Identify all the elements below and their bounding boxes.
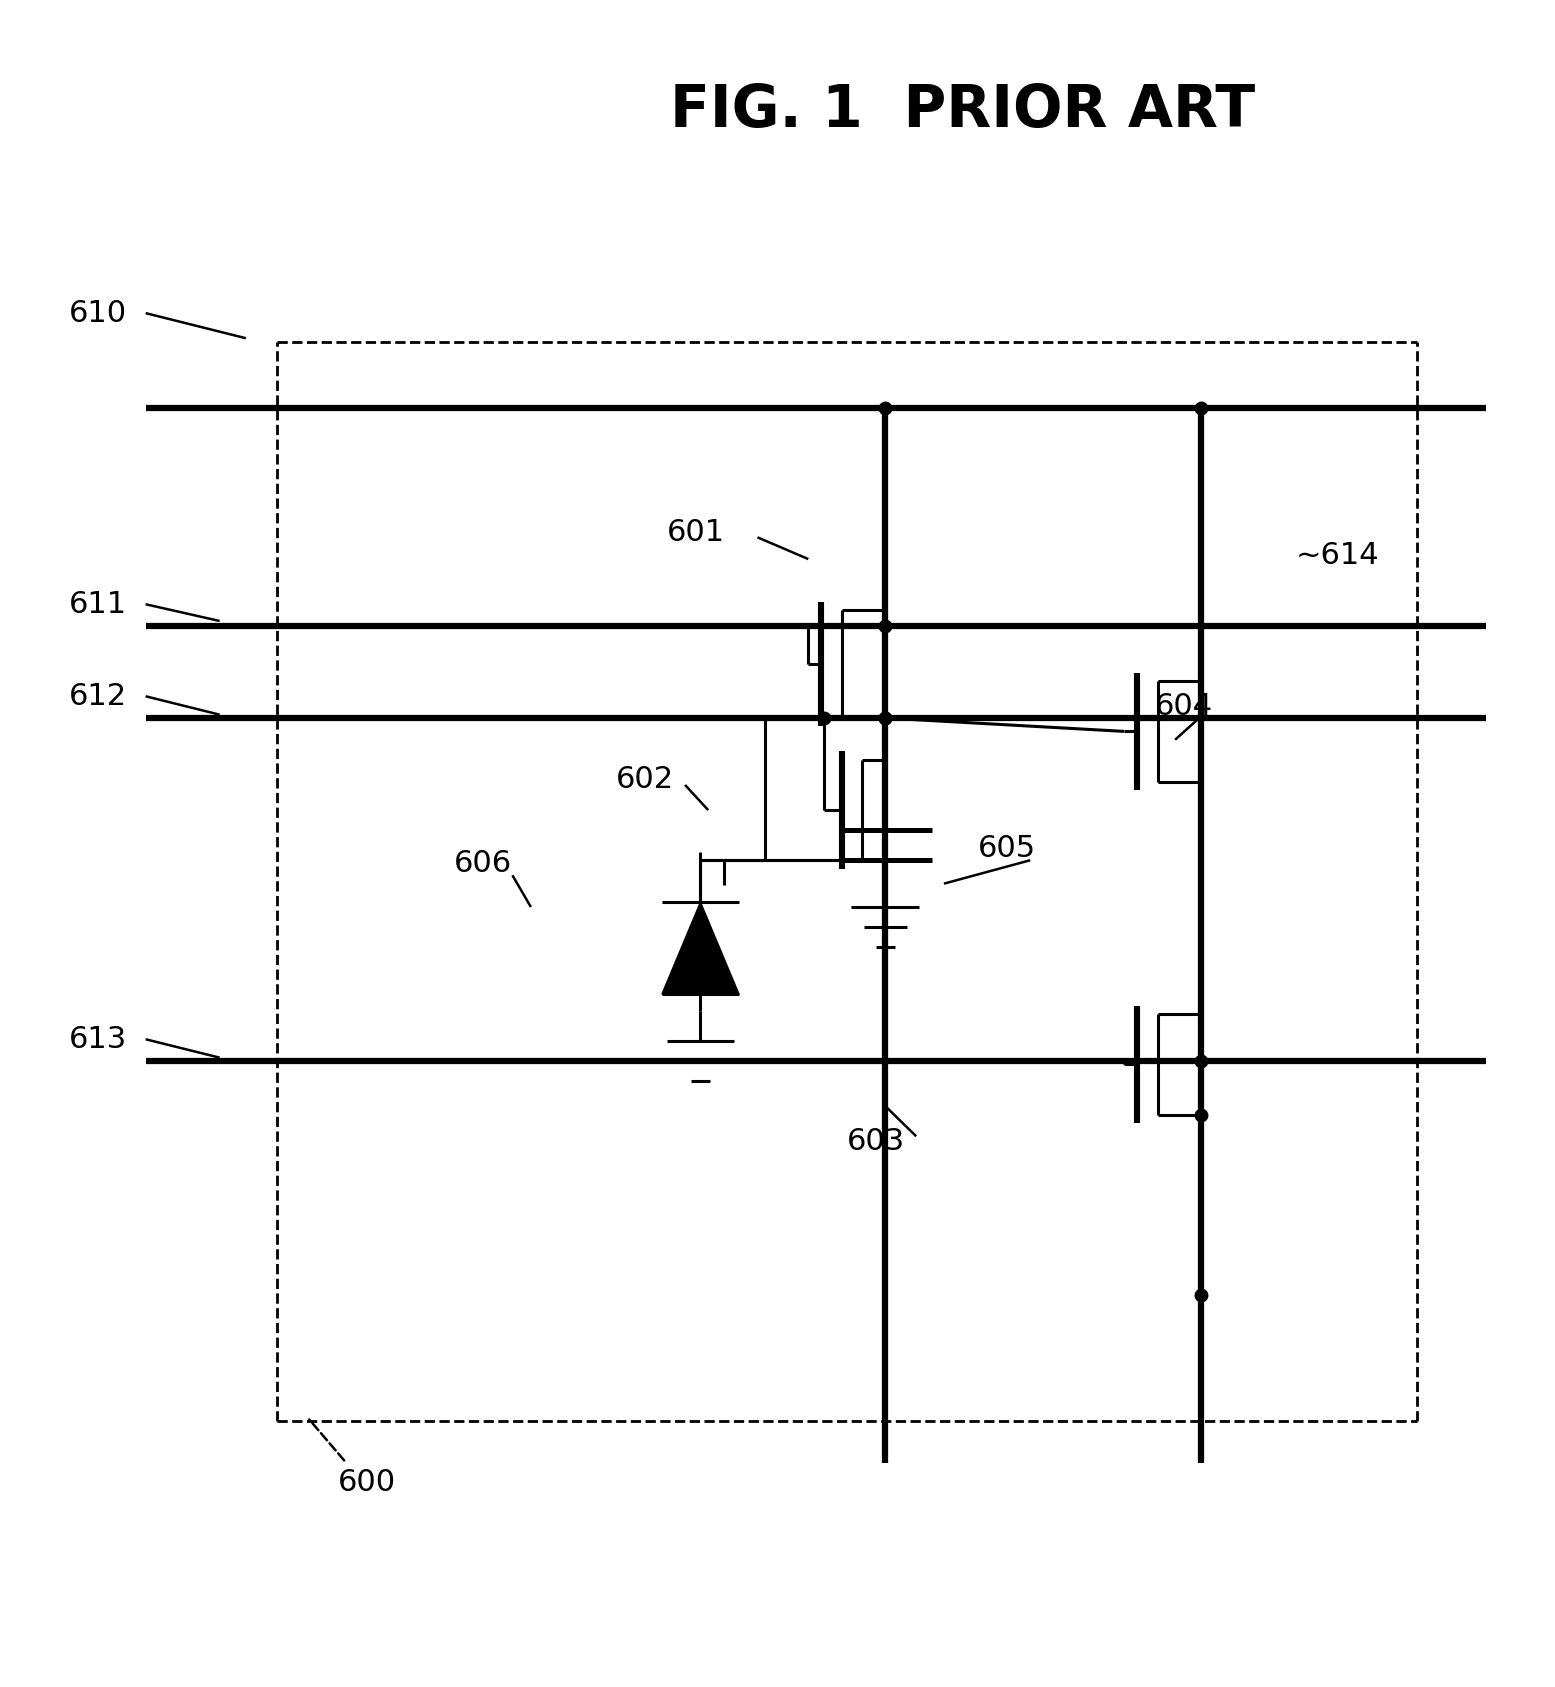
Text: ~614: ~614 bbox=[1295, 542, 1379, 570]
Text: 601: 601 bbox=[667, 518, 725, 547]
Polygon shape bbox=[662, 903, 739, 994]
Text: 605: 605 bbox=[978, 833, 1036, 864]
Text: 600: 600 bbox=[339, 1468, 397, 1496]
Text: 602: 602 bbox=[616, 766, 673, 795]
Text: 612: 612 bbox=[68, 682, 126, 710]
Text: 603: 603 bbox=[847, 1127, 905, 1156]
Text: 606: 606 bbox=[454, 849, 512, 877]
Text: FIG. 1  PRIOR ART: FIG. 1 PRIOR ART bbox=[670, 83, 1255, 140]
Text: 613: 613 bbox=[68, 1024, 128, 1054]
Text: 611: 611 bbox=[68, 590, 126, 619]
Text: 604: 604 bbox=[1155, 692, 1213, 720]
Text: 610: 610 bbox=[68, 299, 126, 327]
